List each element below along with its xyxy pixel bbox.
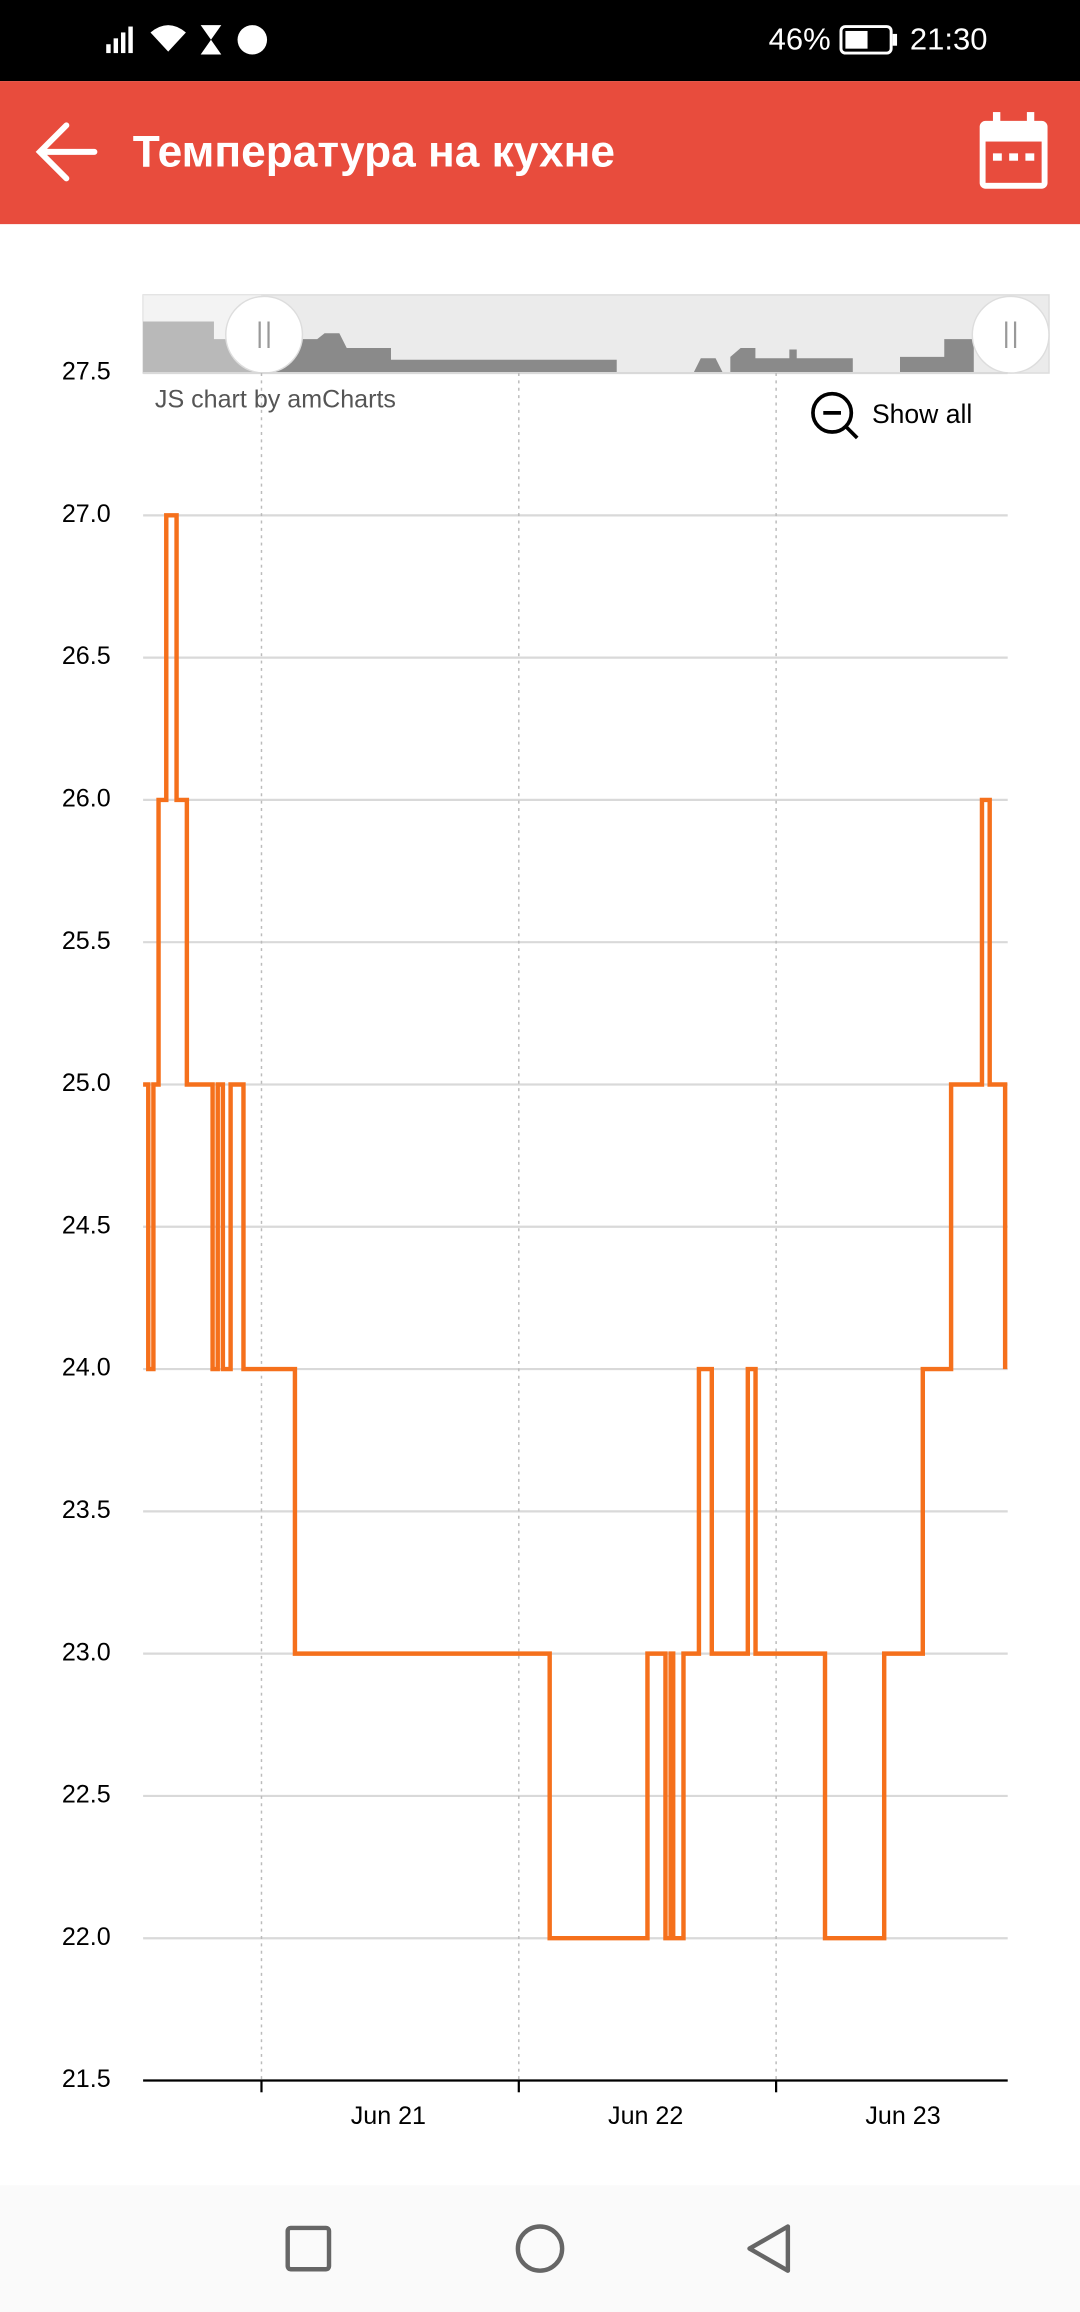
back-button[interactable] — [35, 122, 98, 182]
x-tick-label: Jun 21 — [351, 2102, 426, 2130]
y-tick-label: 26.5 — [62, 642, 111, 670]
calendar-button[interactable] — [979, 112, 1048, 189]
y-tick-label: 23.5 — [62, 1496, 111, 1524]
y-tick-label: 22.0 — [62, 1923, 111, 1951]
app-title: Температура на кухне — [133, 128, 615, 177]
y-tick-label: 23.0 — [62, 1638, 111, 1666]
y-tick-label: 25.5 — [62, 927, 111, 955]
scrollbar-grip-right[interactable] — [971, 295, 1050, 374]
temperature-line — [143, 513, 1008, 1941]
nav-bar — [0, 2185, 1080, 2312]
back-nav-button[interactable] — [747, 2224, 791, 2273]
status-bar — [0, 0, 1080, 82]
status-icons — [106, 25, 898, 55]
home-button[interactable] — [515, 2224, 565, 2273]
scrollbar — [142, 294, 1050, 374]
recents-button[interactable] — [285, 2225, 332, 2272]
battery-level: 46% — [769, 21, 831, 56]
plot: 21.5 22.0 22.5 23.0 23.5 24.0 24.5 25.0 25.5 26.0… — [62, 358, 1008, 2130]
y-tick-label: 24.0 — [62, 1354, 111, 1382]
y-tick-label: 27.0 — [62, 500, 111, 528]
app-bar — [0, 81, 1080, 225]
y-tick-label: 27.5 — [62, 358, 111, 386]
chart-credit: JS chart by amCharts — [155, 386, 396, 414]
scrollbar-grip-left[interactable] — [225, 295, 304, 374]
zoom-out-button[interactable]: Show all — [811, 391, 972, 440]
y-tick-label: 21.5 — [62, 2065, 111, 2093]
clock: 21:30 — [910, 21, 988, 56]
x-tick-label: Jun 22 — [608, 2102, 683, 2130]
y-tick-label: 22.5 — [62, 1781, 111, 1809]
x-tick-label: Jun 23 — [865, 2102, 940, 2130]
y-tick-label: 25.0 — [62, 1069, 111, 1097]
y-tick-label: 24.5 — [62, 1211, 111, 1239]
y-tick-label: 26.0 — [62, 785, 111, 813]
zoom-out-label: Show all — [872, 399, 972, 429]
